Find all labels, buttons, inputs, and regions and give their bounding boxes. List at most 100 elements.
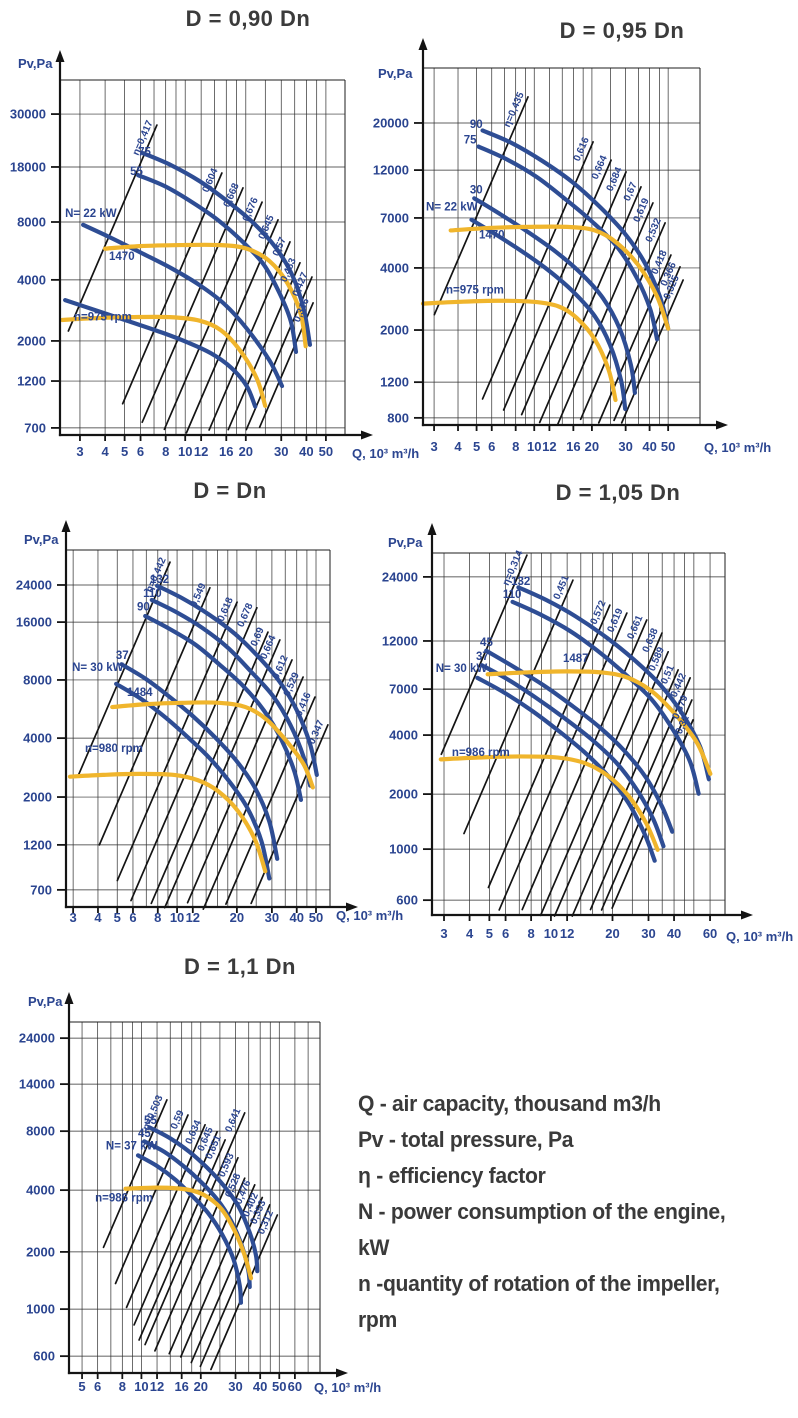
efficiency-line (538, 186, 642, 424)
pressure-curve (479, 663, 666, 849)
x-axis-arrow (346, 902, 358, 912)
efficiency-line (210, 1214, 279, 1371)
rpm-curve (448, 224, 671, 331)
power-label: N= 30 kW (72, 662, 124, 674)
y-tick-label: 2000 (380, 323, 409, 338)
y-tick-label: 1200 (17, 374, 46, 389)
chart-1: 20000 12000 7000 4000 2000 1200 800 3 4 5 6 8 10 12 16… (373, 18, 771, 455)
y-tick-label: 4000 (389, 728, 418, 743)
x-tick-label: 12 (150, 1379, 164, 1394)
efficiency-line (67, 124, 158, 332)
x-tick-label: 5 (121, 444, 128, 459)
y-tick-label: 4000 (26, 1183, 55, 1198)
rpm-curve (123, 1185, 254, 1281)
rpm-curve (59, 314, 268, 408)
x-tick-label: 5 (114, 910, 121, 925)
efficiency-line (102, 1099, 168, 1249)
x-tick-label: 8 (154, 910, 161, 925)
rpm-label: 1470 (479, 229, 505, 241)
efficiency-label: 0,618 (216, 596, 236, 624)
pressure-curve (510, 599, 701, 796)
efficiency-line (154, 1156, 239, 1352)
x-tick-label: 6 (129, 910, 136, 925)
y-tick-label: 2000 (23, 790, 52, 805)
x-tick-label: 12 (542, 439, 556, 454)
efficiency-line (539, 632, 663, 917)
efficiency-line (163, 201, 263, 431)
y-tick-label: 24000 (382, 569, 418, 584)
x-tick-label: 10 (527, 439, 541, 454)
y-tick-label: 2000 (389, 787, 418, 802)
x-tick-label: 6 (502, 926, 509, 941)
pressure-curve (143, 613, 304, 802)
y-axis-arrow (64, 992, 74, 1004)
y-axis-label: Pv,Pa (24, 532, 59, 547)
x-tick-label: 12 (186, 910, 200, 925)
x-tick-label: 30 (265, 910, 279, 925)
x-tick-label: 3 (76, 444, 83, 459)
efficiency-line (116, 601, 238, 882)
pressure-curve (476, 144, 660, 342)
efficiency-label: 0,664 (590, 154, 610, 182)
power-label: 90 (470, 119, 483, 131)
efficiency-line (440, 554, 528, 756)
x-tick-label: 6 (488, 439, 495, 454)
efficiency-line (556, 202, 654, 426)
power-label: 55 (130, 166, 143, 178)
y-axis-label: Pv,Pa (388, 535, 423, 550)
efficiency-line (620, 279, 684, 424)
rpm-label: n=986 rpm (95, 1193, 153, 1205)
x-tick-label: 5 (486, 926, 493, 941)
power-label: 110 (503, 589, 522, 601)
y-tick-label: 700 (24, 420, 46, 435)
rpm-curve (438, 754, 660, 852)
efficiency-line (98, 586, 211, 846)
efficiency-line (199, 1204, 271, 1368)
y-axis-arrow (61, 520, 71, 532)
pressure-curve (147, 1125, 260, 1274)
x-tick-label: 60 (288, 1379, 302, 1394)
y-tick-label: 18000 (10, 159, 46, 174)
efficiency-line (250, 724, 329, 905)
rpm-curve (110, 700, 315, 790)
y-tick-label: 7000 (380, 210, 409, 225)
x-tick-label: 4 (101, 444, 109, 459)
efficiency-label: 0,347 (307, 718, 327, 746)
x-tick-label: 16 (174, 1379, 188, 1394)
efficiency-line (77, 561, 171, 778)
x-tick-label: 20 (194, 1379, 208, 1394)
chart-0: 30000 18000 8000 4000 2000 1200 700 3 4 5 6 8 10 12 16… (10, 6, 419, 461)
x-axis-arrow (741, 910, 753, 920)
x-axis-label: Q, 10³ m³/h (704, 440, 771, 455)
x-tick-label: 30 (274, 444, 288, 459)
x-axis-arrow (716, 420, 728, 430)
y-tick-label: 12000 (382, 633, 418, 648)
x-tick-label: 4 (94, 910, 102, 925)
y-tick-label: 14000 (19, 1077, 55, 1092)
chart-4: 24000 14000 8000 4000 2000 1000 600 5 6 8 10 12 16 20… (19, 954, 381, 1395)
y-tick-label: 12000 (373, 163, 409, 178)
pressure-curve (149, 597, 313, 788)
efficiency-label: 0,604 (201, 166, 221, 194)
efficiency-label: 0,67 (622, 180, 640, 203)
pressure-curve (135, 1153, 244, 1305)
y-tick-label: 7000 (389, 682, 418, 697)
efficiency-label: 0,612 (271, 653, 291, 681)
x-axis-arrow (336, 1368, 348, 1378)
legend-line: Pv - total pressure, Pa (358, 1127, 574, 1152)
x-tick-label: 6 (94, 1379, 101, 1394)
x-tick-label: 16 (566, 439, 580, 454)
rpm-label: 1487 (563, 653, 589, 665)
efficiency-label: 0,641 (223, 1106, 243, 1134)
x-tick-label: 8 (162, 444, 169, 459)
power-label: 37 (116, 650, 129, 662)
power-label: 90 (137, 601, 150, 613)
chart-title: D = Dn (193, 478, 266, 503)
x-tick-label: 5 (473, 439, 480, 454)
x-axis-label: Q, 10³ m³/h (726, 929, 793, 944)
efficiency-line (168, 1177, 246, 1355)
efficiency-line (144, 1112, 246, 1346)
x-tick-label: 3 (440, 926, 447, 941)
pressure-curve (480, 128, 671, 331)
